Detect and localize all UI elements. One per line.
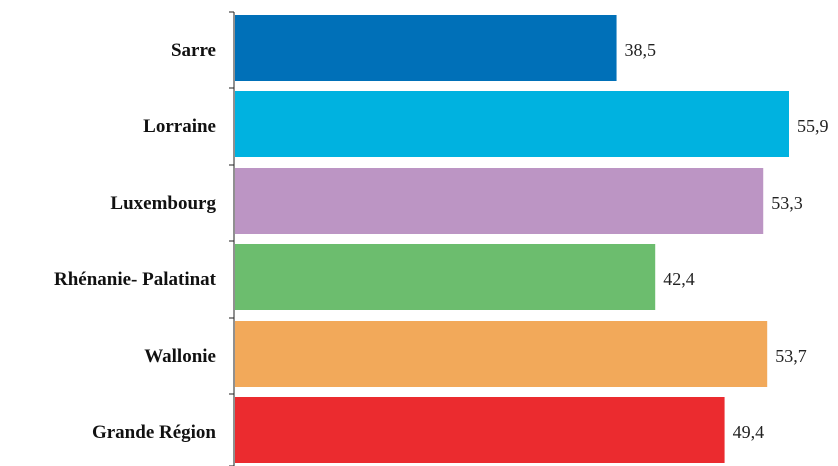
bar-wallonie: [235, 321, 768, 387]
axis-layer: [229, 11, 235, 466]
bar-lorraine: [235, 91, 789, 157]
bar-sarre: [235, 15, 617, 81]
bar-rh-nanie-palatinat: [235, 244, 656, 310]
labels-layer: Sarre 38,5 Lorraine 55,9 Luxembourg 53,3 Rhéna…: [54, 40, 829, 443]
category-label: Luxembourg: [110, 193, 216, 214]
bar-luxembourg: [235, 168, 764, 234]
value-label: 53,3: [771, 193, 803, 213]
category-label: Rhénanie- Palatinat: [54, 269, 217, 290]
bar-grande-r-gion: [235, 397, 725, 463]
category-label: Wallonie: [144, 346, 216, 367]
value-label: 49,4: [733, 422, 765, 442]
category-label: Sarre: [171, 40, 216, 61]
bars-layer: [235, 15, 789, 463]
value-label: 38,5: [625, 40, 657, 60]
value-label: 55,9: [797, 116, 829, 136]
value-label: 42,4: [663, 269, 695, 289]
value-label: 53,7: [775, 346, 807, 366]
category-label: Grande Région: [92, 422, 216, 443]
category-label: Lorraine: [143, 116, 216, 137]
